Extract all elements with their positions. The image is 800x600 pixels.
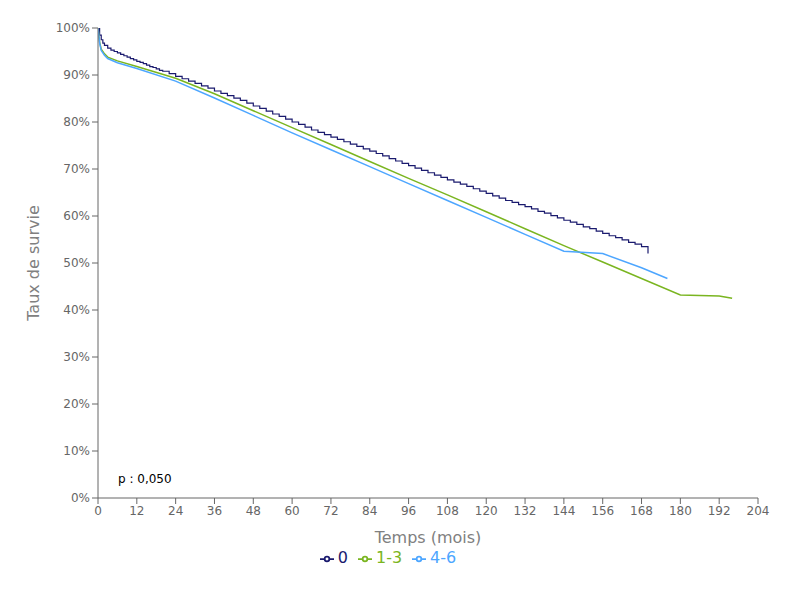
svg-text:192: 192 — [708, 504, 731, 518]
html-text:0: 0 — [337, 548, 348, 567]
svg-text:Temps (mois): Temps (mois) — [374, 528, 482, 547]
svg-text:132: 132 — [514, 504, 537, 518]
svg-text:48: 48 — [246, 504, 261, 518]
svg-text:144: 144 — [552, 504, 575, 518]
html-text:1-3: 1-3 — [376, 548, 403, 567]
svg-text:12: 12 — [129, 504, 144, 518]
svg-text:108: 108 — [436, 504, 459, 518]
svg-text:30%: 30% — [63, 350, 90, 364]
svg-text:72: 72 — [323, 504, 338, 518]
svg-text:60: 60 — [284, 504, 299, 518]
html-text:4-6: 4-6 — [430, 548, 457, 567]
svg-text:96: 96 — [401, 504, 416, 518]
svg-text:10%: 10% — [63, 444, 90, 458]
svg-text:Taux de survie: Taux de survie — [24, 205, 43, 322]
svg-text:120: 120 — [475, 504, 498, 518]
svg-text:50%: 50% — [63, 256, 90, 270]
svg-text:40%: 40% — [63, 303, 90, 317]
svg-text:168: 168 — [630, 504, 653, 518]
svg-text:20%: 20% — [63, 397, 90, 411]
svg-text:60%: 60% — [63, 209, 90, 223]
svg-text:90%: 90% — [63, 68, 90, 82]
svg-text:36: 36 — [207, 504, 222, 518]
svg-text:24: 24 — [168, 504, 183, 518]
svg-text:0%: 0% — [71, 491, 90, 505]
svg-text:70%: 70% — [63, 162, 90, 176]
html-text:p : 0,050: p : 0,050 — [118, 472, 172, 486]
svg-text:80%: 80% — [63, 115, 90, 129]
svg-text:180: 180 — [669, 504, 692, 518]
svg-text:0: 0 — [94, 504, 102, 518]
svg-text:156: 156 — [591, 504, 614, 518]
svg-text:204: 204 — [747, 504, 770, 518]
svg-text:84: 84 — [362, 504, 377, 518]
svg-text:100%: 100% — [56, 21, 90, 35]
